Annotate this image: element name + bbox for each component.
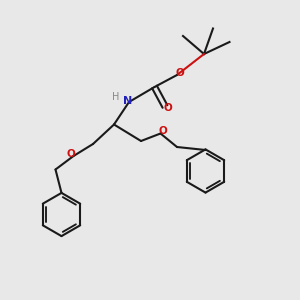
Text: H: H: [112, 92, 119, 103]
Text: O: O: [175, 68, 184, 79]
Text: O: O: [67, 148, 76, 159]
Text: O: O: [164, 103, 172, 113]
Text: O: O: [158, 126, 167, 136]
Text: N: N: [123, 96, 132, 106]
